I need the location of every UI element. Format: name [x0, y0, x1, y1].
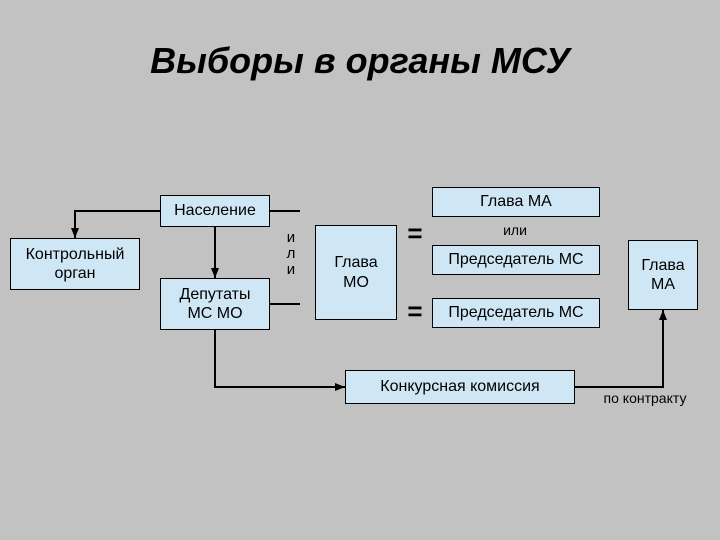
page-title: Выборы в органы МСУ: [0, 40, 720, 82]
box-commission: Конкурсная комиссия: [345, 370, 575, 404]
box-label: Конкурсная комиссия: [380, 377, 539, 396]
box-population: Население: [160, 195, 270, 227]
box-control: Контрольныйорган: [10, 238, 140, 290]
box-chair2: Председатель МС: [432, 298, 600, 328]
label-eq2: =: [405, 296, 425, 327]
box-label: ДепутатыМС МО: [180, 285, 251, 323]
arrow-pop-to-control: [75, 211, 160, 238]
box-chair1: Председатель МС: [432, 245, 600, 275]
box-head-ma-top: Глава МА: [432, 187, 600, 217]
label-eq1: =: [405, 218, 425, 249]
box-head-ma-r: ГлаваМА: [628, 240, 698, 310]
box-label: Председатель МС: [448, 250, 583, 269]
box-label: Председатель МС: [448, 303, 583, 322]
box-deputies: ДепутатыМС МО: [160, 278, 270, 330]
label-ili-vertical: или: [282, 230, 300, 277]
box-label: Глава МА: [480, 192, 552, 211]
box-label: Население: [174, 201, 256, 220]
arrowhead-commission-to-headma: [659, 310, 667, 320]
arrow-dep-to-commission: [215, 330, 345, 387]
box-label: Контрольныйорган: [26, 245, 125, 283]
box-label: ГлаваМА: [641, 256, 684, 294]
label-contract: по контракту: [585, 390, 705, 406]
arrowhead-pop-to-control: [71, 228, 79, 238]
box-head-mo: ГлаваМО: [315, 225, 397, 320]
arrowhead-pop-to-deputies: [211, 268, 219, 278]
box-label: ГлаваМО: [334, 253, 377, 291]
label-ili-top: или: [490, 222, 540, 238]
arrowhead-dep-to-commission: [335, 383, 345, 391]
